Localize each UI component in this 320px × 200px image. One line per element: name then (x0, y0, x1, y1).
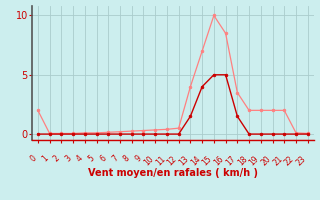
X-axis label: Vent moyen/en rafales ( km/h ): Vent moyen/en rafales ( km/h ) (88, 168, 258, 178)
